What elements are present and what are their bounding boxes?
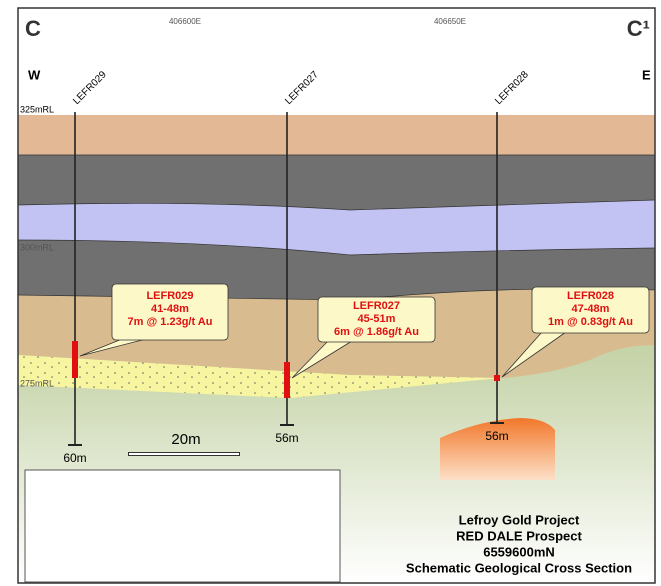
legend xyxy=(24,469,341,583)
title-line: 6559600mN xyxy=(483,544,555,559)
title-line: RED DALE Prospect xyxy=(456,528,582,543)
title-line: Schematic Geological Cross Section xyxy=(406,560,632,575)
callout-line: 6m @ 1.86g/t Au xyxy=(334,326,419,338)
porphyry xyxy=(440,418,555,480)
hole-name: LEFR027 xyxy=(283,69,321,107)
hole-name: LEFR028 xyxy=(493,69,531,107)
section-end: C¹ xyxy=(627,16,650,41)
callout-pointer xyxy=(291,340,353,379)
callout-pointer xyxy=(79,338,147,357)
intercept xyxy=(72,341,78,378)
scale-label: 20m xyxy=(171,431,200,448)
west: W xyxy=(28,67,41,82)
hole-name: LEFR029 xyxy=(71,69,109,107)
callout xyxy=(531,286,650,334)
hole-depth: 56m xyxy=(275,431,298,445)
callout-line: 45-51m xyxy=(358,313,396,325)
easting: 406600E xyxy=(169,17,201,26)
easting: 406650E xyxy=(434,17,466,26)
overburden xyxy=(18,115,655,155)
gravel xyxy=(18,355,500,398)
callout-pointer xyxy=(501,331,567,378)
section-start: C xyxy=(25,16,41,41)
callout-line: 47-48m xyxy=(572,303,610,315)
intercept xyxy=(284,362,290,398)
callout-line: LEFR028 xyxy=(567,290,614,302)
callout-line: LEFR027 xyxy=(353,300,400,312)
rl-label: 325mRL xyxy=(20,104,54,114)
rl-label: 300mRL xyxy=(20,242,54,252)
callout-line: 41-48m xyxy=(151,303,189,315)
silcrete xyxy=(18,200,655,255)
frame xyxy=(17,7,656,584)
hole-depth: 60m xyxy=(63,451,86,465)
clays xyxy=(18,115,655,300)
east: E xyxy=(642,67,651,82)
rl-label: 275mRL xyxy=(20,378,54,388)
callout-line: 1m @ 0.83g/t Au xyxy=(548,316,633,328)
title-line: Lefroy Gold Project xyxy=(459,512,580,527)
callout xyxy=(317,296,436,343)
callout-line: 7m @ 1.23g/t Au xyxy=(128,316,213,328)
hole-depth: 56m xyxy=(485,429,508,443)
callout xyxy=(111,283,229,341)
callout-line: LEFR029 xyxy=(146,290,193,302)
intercept xyxy=(494,375,500,381)
contacts xyxy=(17,154,656,301)
